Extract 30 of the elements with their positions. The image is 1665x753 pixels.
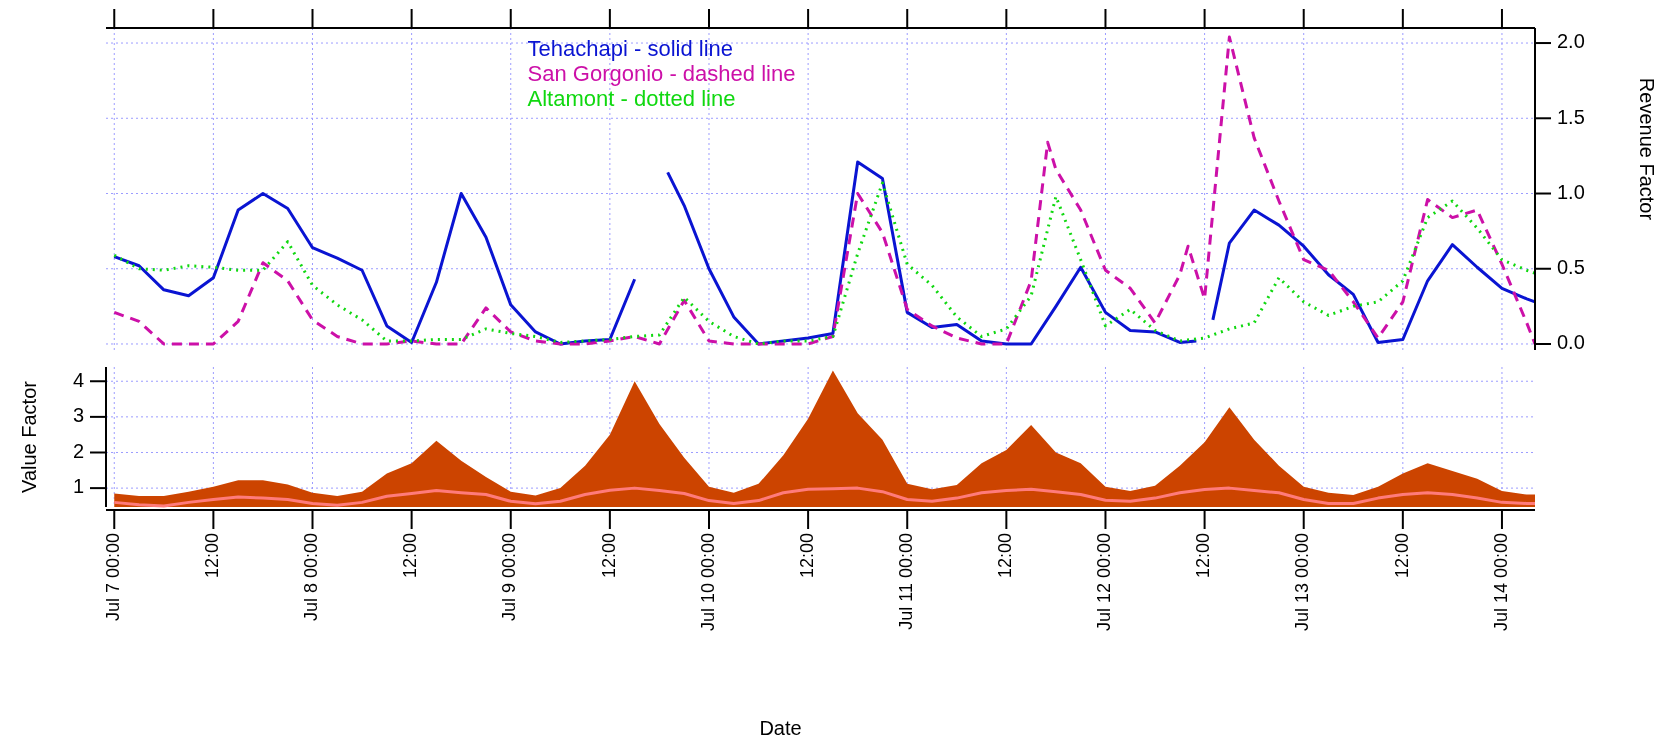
y-tick-label: 2 — [72, 439, 84, 462]
y-tick-label: 0.5 — [1557, 256, 1585, 279]
x-axis-title: Date — [759, 717, 802, 739]
x-tick-label: Jul 10 00:00 — [697, 533, 718, 632]
x-tick-label: 12:00 — [598, 533, 619, 579]
y-tick-label: 4 — [72, 368, 84, 391]
x-tick-label: 12:00 — [202, 533, 223, 579]
x-tick-label: Jul 11 00:00 — [895, 533, 916, 630]
x-tick-label: 12:00 — [1193, 533, 1214, 579]
y-tick-label: 1.5 — [1557, 105, 1585, 128]
x-tick-label: Jul 12 00:00 — [1094, 533, 1115, 632]
y-tick-label: 1.0 — [1557, 180, 1585, 203]
y-axis-title: Value Factor — [18, 380, 41, 493]
y-tick-label: 0.0 — [1557, 331, 1585, 354]
x-tick-label: 12:00 — [400, 533, 421, 579]
y-tick-label: 3 — [72, 404, 84, 427]
text: Altamont - dotted line — [527, 85, 736, 111]
x-tick-label: Jul 8 00:00 — [301, 533, 322, 622]
text: San Gorgonio - dashed line — [527, 60, 796, 86]
y-axis-title: Revenue Factor — [1635, 77, 1658, 221]
x-tick-label: Jul 7 00:00 — [103, 533, 124, 622]
x-tick-label: Jul 13 00:00 — [1292, 533, 1313, 632]
x-tick-label: Jul 9 00:00 — [499, 533, 520, 622]
x-tick-label: 12:00 — [796, 533, 817, 579]
x-tick-label: Jul 14 00:00 — [1490, 533, 1511, 632]
x-tick-label: 12:00 — [995, 533, 1016, 579]
y-tick-label: 2.0 — [1557, 30, 1585, 53]
x-tick-label: 12:00 — [1391, 533, 1412, 579]
text: Tehachapi - solid line — [527, 35, 734, 61]
y-tick-label: 1 — [72, 475, 84, 498]
